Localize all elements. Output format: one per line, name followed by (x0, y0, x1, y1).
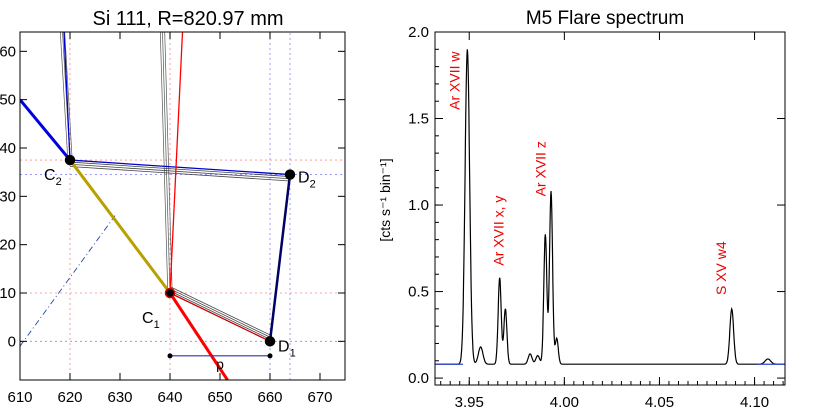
dimension-label: p (216, 356, 224, 372)
left-x-tick-label-610: 610 (7, 389, 32, 406)
right-y-tick-label-4: 2.0 (408, 24, 429, 41)
right-x-tick-label-0: 3.95 (455, 394, 484, 411)
left-x-tick-label-660: 660 (257, 389, 282, 406)
point-label-c1: C1 (142, 310, 160, 331)
line-label-4: S XV w4 (713, 241, 729, 295)
geometry-diagram-panel: Si 111, R=820.97 mm p C2 D2 C1 D1 610 620 630 64… (0, 8, 346, 406)
right-y-tick-label-0: 0.0 (408, 370, 429, 387)
c1-ray-bundle-1 (159, 32, 169, 294)
c2-d2-parallel-1 (69, 161, 291, 177)
right-x-tick-label-1: 4.00 (550, 394, 579, 411)
point-label-d1: D1 (278, 338, 296, 359)
c2-d2-parallel-2 (69, 163, 291, 180)
segment-c2-d2 (69, 159, 291, 176)
spectrum-y-axis-label: [cts s⁻¹ bin⁻¹] (377, 158, 393, 241)
left-y-tick-label-10: 10 (0, 285, 16, 302)
right-plot-frame (434, 31, 786, 386)
spectrum-line (435, 49, 785, 365)
right-y-tick-label-2: 1.0 (408, 197, 429, 214)
c2-d2-parallel-3 (69, 166, 291, 182)
symmetry-dashdot-line (20, 215, 116, 347)
c1-d1-parallel-1 (169, 290, 271, 340)
left-x-tick-label-670: 670 (307, 389, 332, 406)
segment-olive-ray (68, 159, 172, 294)
c2-ray-bundle-1 (59, 32, 69, 161)
point-c2 (64, 154, 76, 166)
line-label-3: Ar XVII z (532, 141, 548, 196)
line-label-2: Ar XVII x, y (490, 196, 506, 266)
segment-red-ray (168, 292, 229, 380)
segment-c1-d1 (169, 292, 271, 342)
point-c1 (164, 287, 176, 299)
left-y-tick-label-30: 30 (0, 188, 16, 205)
point-d1 (264, 336, 276, 347)
segment-blue-ray (20, 98, 72, 162)
c2-ray-bundle-3 (64, 32, 73, 161)
right-y-tick-label-1: 0.5 (408, 284, 429, 301)
left-x-tick-label-620: 620 (57, 389, 82, 406)
segment-blue-up (63, 32, 71, 161)
segment-red-up (169, 32, 184, 294)
point-d2 (284, 169, 296, 180)
line-label-1: Ar XVII w (447, 51, 463, 110)
left-y-tick-label-50: 50 (0, 92, 16, 109)
dimension-end-right (267, 353, 273, 359)
left-x-tick-label-640: 640 (157, 389, 182, 406)
left-y-tick-label-40: 40 (0, 140, 16, 157)
dimension-end-left (167, 353, 173, 359)
left-y-tick-label-20: 20 (0, 237, 16, 254)
c1-ray-bundle-3 (164, 32, 173, 294)
left-x-tick-label-650: 650 (207, 389, 232, 406)
c1-d1-parallel-2 (169, 288, 271, 338)
point-label-c2: C2 (44, 167, 62, 188)
right-y-tick-label-3: 1.5 (408, 111, 429, 128)
c1-d1-parallel-3 (169, 286, 271, 336)
spectrum-chart-panel: M5 Flare spectrum [cts s⁻¹ bin⁻¹] Ar XVI… (377, 8, 786, 411)
right-x-tick-label-3: 4.10 (740, 394, 769, 411)
segment-d2-d1 (268, 174, 292, 342)
left-y-tick-label-60: 60 (0, 43, 16, 60)
left-x-tick-label-630: 630 (107, 389, 132, 406)
left-plot-area (20, 32, 345, 380)
point-label-d2: D2 (298, 170, 316, 191)
right-chart-title: M5 Flare spectrum (526, 8, 684, 29)
c1-ray-bundle-2 (162, 32, 171, 294)
left-plot-frame (19, 31, 346, 381)
left-chart-title: Si 111, R=820.97 mm (92, 8, 283, 30)
left-y-tick-label-0: 0 (8, 333, 16, 350)
right-x-tick-label-2: 4.05 (645, 394, 674, 411)
